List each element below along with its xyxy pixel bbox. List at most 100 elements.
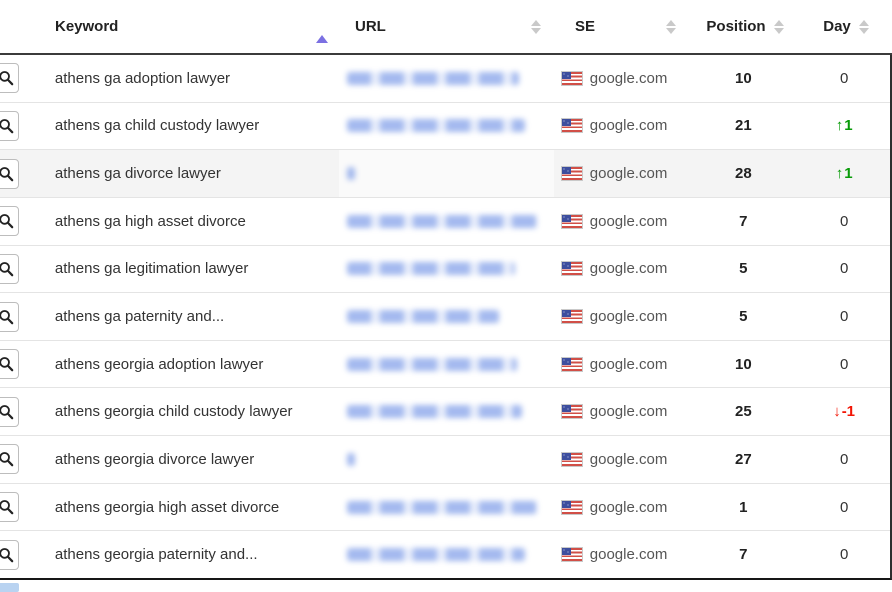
- se-cell: google.com: [554, 55, 689, 102]
- column-header-se[interactable]: SE: [555, 18, 690, 35]
- magnifier-icon: [0, 404, 14, 420]
- url-cell[interactable]: [339, 55, 554, 102]
- position-value: 25: [735, 403, 752, 421]
- url-cell[interactable]: [339, 246, 554, 293]
- url-cell[interactable]: [339, 293, 554, 340]
- magnifier-icon: [0, 71, 14, 86]
- url-cell[interactable]: [339, 341, 554, 388]
- keyword-text: athens georgia paternity and...: [54, 546, 258, 564]
- column-header-position[interactable]: Position: [690, 18, 800, 35]
- url-cell[interactable]: [339, 531, 554, 578]
- day-cell: 0: [798, 341, 890, 388]
- search-button[interactable]: [0, 206, 19, 237]
- keyword-cell: athens ga divorce lawyer: [40, 150, 339, 197]
- keyword-cell: athens ga adoption lawyer: [40, 55, 339, 102]
- magnifier-icon: [0, 214, 14, 229]
- position-cell: 7: [688, 531, 798, 578]
- search-cell: [0, 341, 40, 388]
- se-cell: google.com: [554, 293, 689, 340]
- sort-icon[interactable]: [773, 19, 784, 34]
- search-engine-text: google.com: [589, 212, 668, 230]
- search-button[interactable]: [0, 539, 19, 570]
- sort-icon[interactable]: [666, 19, 676, 34]
- url-cell[interactable]: [339, 436, 554, 483]
- se-cell: google.com: [554, 436, 689, 483]
- search-button[interactable]: [0, 349, 19, 380]
- se-cell: google.com: [554, 103, 689, 150]
- magnifier-icon: [0, 309, 14, 324]
- search-button[interactable]: [0, 63, 19, 94]
- search-button[interactable]: [0, 444, 19, 475]
- table-row[interactable]: athens ga divorce lawyer google.com 28 ↑…: [0, 150, 890, 198]
- search-button[interactable]: [0, 253, 19, 284]
- se-cell: google.com: [554, 484, 689, 531]
- position-value: 1: [739, 498, 748, 516]
- column-label-day[interactable]: Day: [823, 18, 851, 35]
- search-button[interactable]: [0, 301, 19, 332]
- keyword-cell: athens georgia high asset divorce: [40, 484, 339, 531]
- url-cell[interactable]: [339, 150, 554, 197]
- position-cell: 5: [688, 293, 798, 340]
- table-row[interactable]: athens georgia paternity and... google.c…: [0, 531, 890, 579]
- magnifier-icon: [0, 547, 14, 563]
- us-flag-icon: [560, 309, 583, 325]
- search-engine-text: google.com: [589, 355, 668, 373]
- sort-ascending-icon[interactable]: [316, 18, 328, 43]
- search-button[interactable]: [0, 110, 19, 141]
- url-cell[interactable]: [339, 103, 554, 150]
- position-value: 5: [739, 308, 748, 326]
- table-row[interactable]: athens ga legitimation lawyer google.com…: [0, 245, 890, 294]
- table-body: athens ga adoption lawyer google.com 10 …: [0, 55, 892, 580]
- sort-icon[interactable]: [858, 19, 869, 34]
- keyword-cell: athens ga child custody lawyer: [40, 103, 339, 150]
- column-header-keyword[interactable]: Keyword: [40, 18, 340, 43]
- table-row[interactable]: athens georgia child custody lawyer goog…: [0, 388, 890, 437]
- column-label-se[interactable]: SE: [575, 18, 596, 35]
- us-flag-icon: [560, 70, 583, 86]
- search-button[interactable]: [0, 158, 19, 189]
- column-header-day[interactable]: Day: [800, 18, 892, 35]
- magnifier-icon: [0, 500, 14, 515]
- keyword-text: athens georgia adoption lawyer: [54, 355, 264, 373]
- column-label-position[interactable]: Position: [706, 18, 766, 35]
- position-cell: 10: [688, 55, 798, 102]
- table-row[interactable]: athens georgia divorce lawyer google.com…: [0, 436, 890, 484]
- search-button[interactable]: [0, 396, 19, 427]
- search-cell: [0, 388, 40, 435]
- search-cell: [0, 55, 40, 102]
- url-cell[interactable]: [339, 484, 554, 531]
- table-row[interactable]: athens georgia high asset divorce google…: [0, 483, 890, 532]
- sort-icon[interactable]: [531, 19, 541, 34]
- table-row[interactable]: athens georgia adoption lawyer google.co…: [0, 340, 890, 389]
- table-row[interactable]: athens ga high asset divorce google.com …: [0, 197, 890, 246]
- us-flag-icon: [560, 261, 583, 277]
- table-row[interactable]: athens ga paternity and... google.com 5 …: [0, 293, 890, 341]
- day-cell: 0: [798, 484, 890, 531]
- table-header: Keyword URL SE Position Day: [0, 0, 892, 55]
- keyword-text: athens georgia divorce lawyer: [54, 450, 255, 468]
- keyword-cell: athens ga high asset divorce: [40, 198, 339, 245]
- column-label-keyword[interactable]: Keyword: [55, 18, 119, 35]
- keyword-cell: athens ga legitimation lawyer: [40, 246, 339, 293]
- position-cell: 1: [688, 484, 798, 531]
- day-cell: ↓ -1: [798, 388, 890, 435]
- search-cell: [0, 436, 40, 483]
- blurred-url: [347, 500, 538, 514]
- table-row[interactable]: athens ga child custody lawyer google.co…: [0, 102, 890, 151]
- column-header-url[interactable]: URL: [340, 18, 555, 35]
- table-row[interactable]: athens ga adoption lawyer google.com 10 …: [0, 55, 890, 103]
- blurred-url: [347, 214, 538, 228]
- search-button[interactable]: [0, 492, 19, 523]
- blurred-url: [347, 71, 520, 85]
- search-cell: [0, 103, 40, 150]
- se-cell: google.com: [554, 388, 689, 435]
- search-engine-text: google.com: [589, 165, 668, 183]
- url-cell[interactable]: [339, 198, 554, 245]
- search-engine-text: google.com: [589, 308, 668, 326]
- column-label-url[interactable]: URL: [355, 18, 386, 35]
- search-cell: [0, 198, 40, 245]
- position-cell: 7: [688, 198, 798, 245]
- url-cell[interactable]: [339, 388, 554, 435]
- day-change-arrow-icon: ↑: [835, 117, 844, 135]
